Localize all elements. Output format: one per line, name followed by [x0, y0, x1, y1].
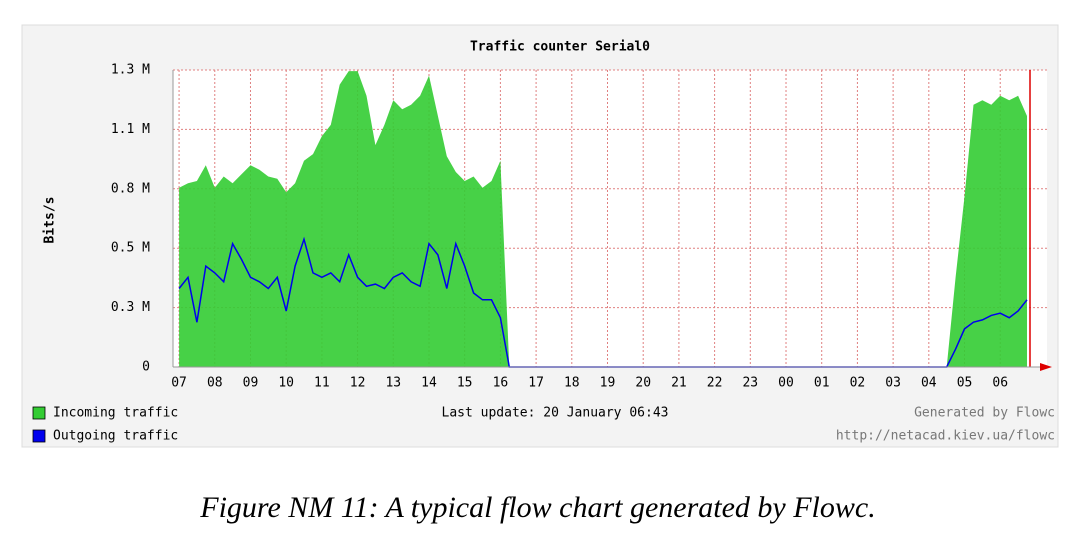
last-update: Last update: 20 January 06:43 — [442, 406, 669, 421]
axis-arrow — [1040, 363, 1052, 371]
x-tick-label: 12 — [350, 376, 366, 391]
legend-label: Incoming traffic — [53, 406, 178, 421]
x-tick-label: 06 — [992, 376, 1008, 391]
y-tick-label: 1.3 M — [111, 63, 150, 78]
y-tick-label: 0 — [142, 360, 150, 375]
x-tick-label: 05 — [957, 376, 973, 391]
area — [179, 71, 1028, 367]
y-tick-label: 0.5 M — [111, 241, 150, 256]
url: http://netacad.kiev.ua/flowc — [836, 429, 1055, 444]
chart-title: Traffic counter Serial0 — [470, 40, 650, 55]
x-tick-label: 17 — [528, 376, 544, 391]
x-tick-label: 08 — [207, 376, 223, 391]
x-tick-label: 15 — [457, 376, 473, 391]
x-tick-label: 19 — [600, 376, 616, 391]
legend-swatch — [32, 429, 46, 443]
x-tick-label: 01 — [814, 376, 830, 391]
x-tick-label: 21 — [671, 376, 687, 391]
x-tick-label: 10 — [278, 376, 294, 391]
x-tick-label: 13 — [385, 376, 401, 391]
x-tick-label: 04 — [921, 376, 937, 391]
x-tick-label: 20 — [635, 376, 651, 391]
y-tick-label: 1.1 M — [111, 122, 150, 137]
x-tick-label: 03 — [885, 376, 901, 391]
x-tick-label: 00 — [778, 376, 794, 391]
x-tick-label: 22 — [707, 376, 723, 391]
legend-swatch — [32, 406, 46, 420]
x-tick-label: 07 — [171, 376, 187, 391]
generated-by: Generated by Flowc — [914, 406, 1055, 421]
x-tick-label: 16 — [493, 376, 509, 391]
caption: Figure NM 11: A typical flow chart gener… — [199, 491, 875, 524]
x-tick-label: 23 — [742, 376, 758, 391]
legend-label: Outgoing traffic — [53, 429, 178, 444]
x-tick-label: 18 — [564, 376, 580, 391]
x-tick-label: 02 — [850, 376, 866, 391]
y-tick-label: 0.3 M — [111, 300, 150, 315]
x-tick-label: 14 — [421, 376, 437, 391]
x-tick-label: 09 — [243, 376, 259, 391]
y-axis-label: Bits/s — [43, 197, 58, 244]
y-tick-label: 0.8 M — [111, 181, 150, 196]
x-tick-label: 11 — [314, 376, 330, 391]
